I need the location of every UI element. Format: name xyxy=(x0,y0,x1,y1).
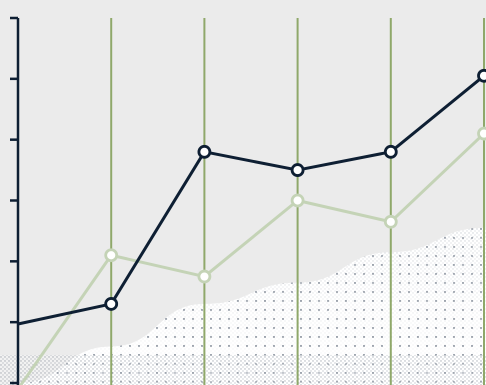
series-light-point xyxy=(383,214,398,229)
series-light-point xyxy=(104,248,119,263)
area-layer xyxy=(0,227,486,385)
series-light-point xyxy=(197,269,212,284)
series-lines xyxy=(17,74,486,385)
area-fill-dense xyxy=(18,227,486,385)
area-base-stipple xyxy=(0,355,486,385)
series-dark-point xyxy=(104,297,119,311)
series-light-point xyxy=(477,126,486,141)
y-axis xyxy=(10,16,20,385)
series-dark-point xyxy=(290,163,305,177)
series-dark-line xyxy=(17,74,485,326)
series-markers xyxy=(104,68,486,311)
series-light-point xyxy=(290,193,305,208)
series-dark-point xyxy=(197,144,212,159)
series-light-line xyxy=(19,132,486,385)
series-dark-point xyxy=(383,144,398,159)
series-dark-point xyxy=(477,68,486,83)
